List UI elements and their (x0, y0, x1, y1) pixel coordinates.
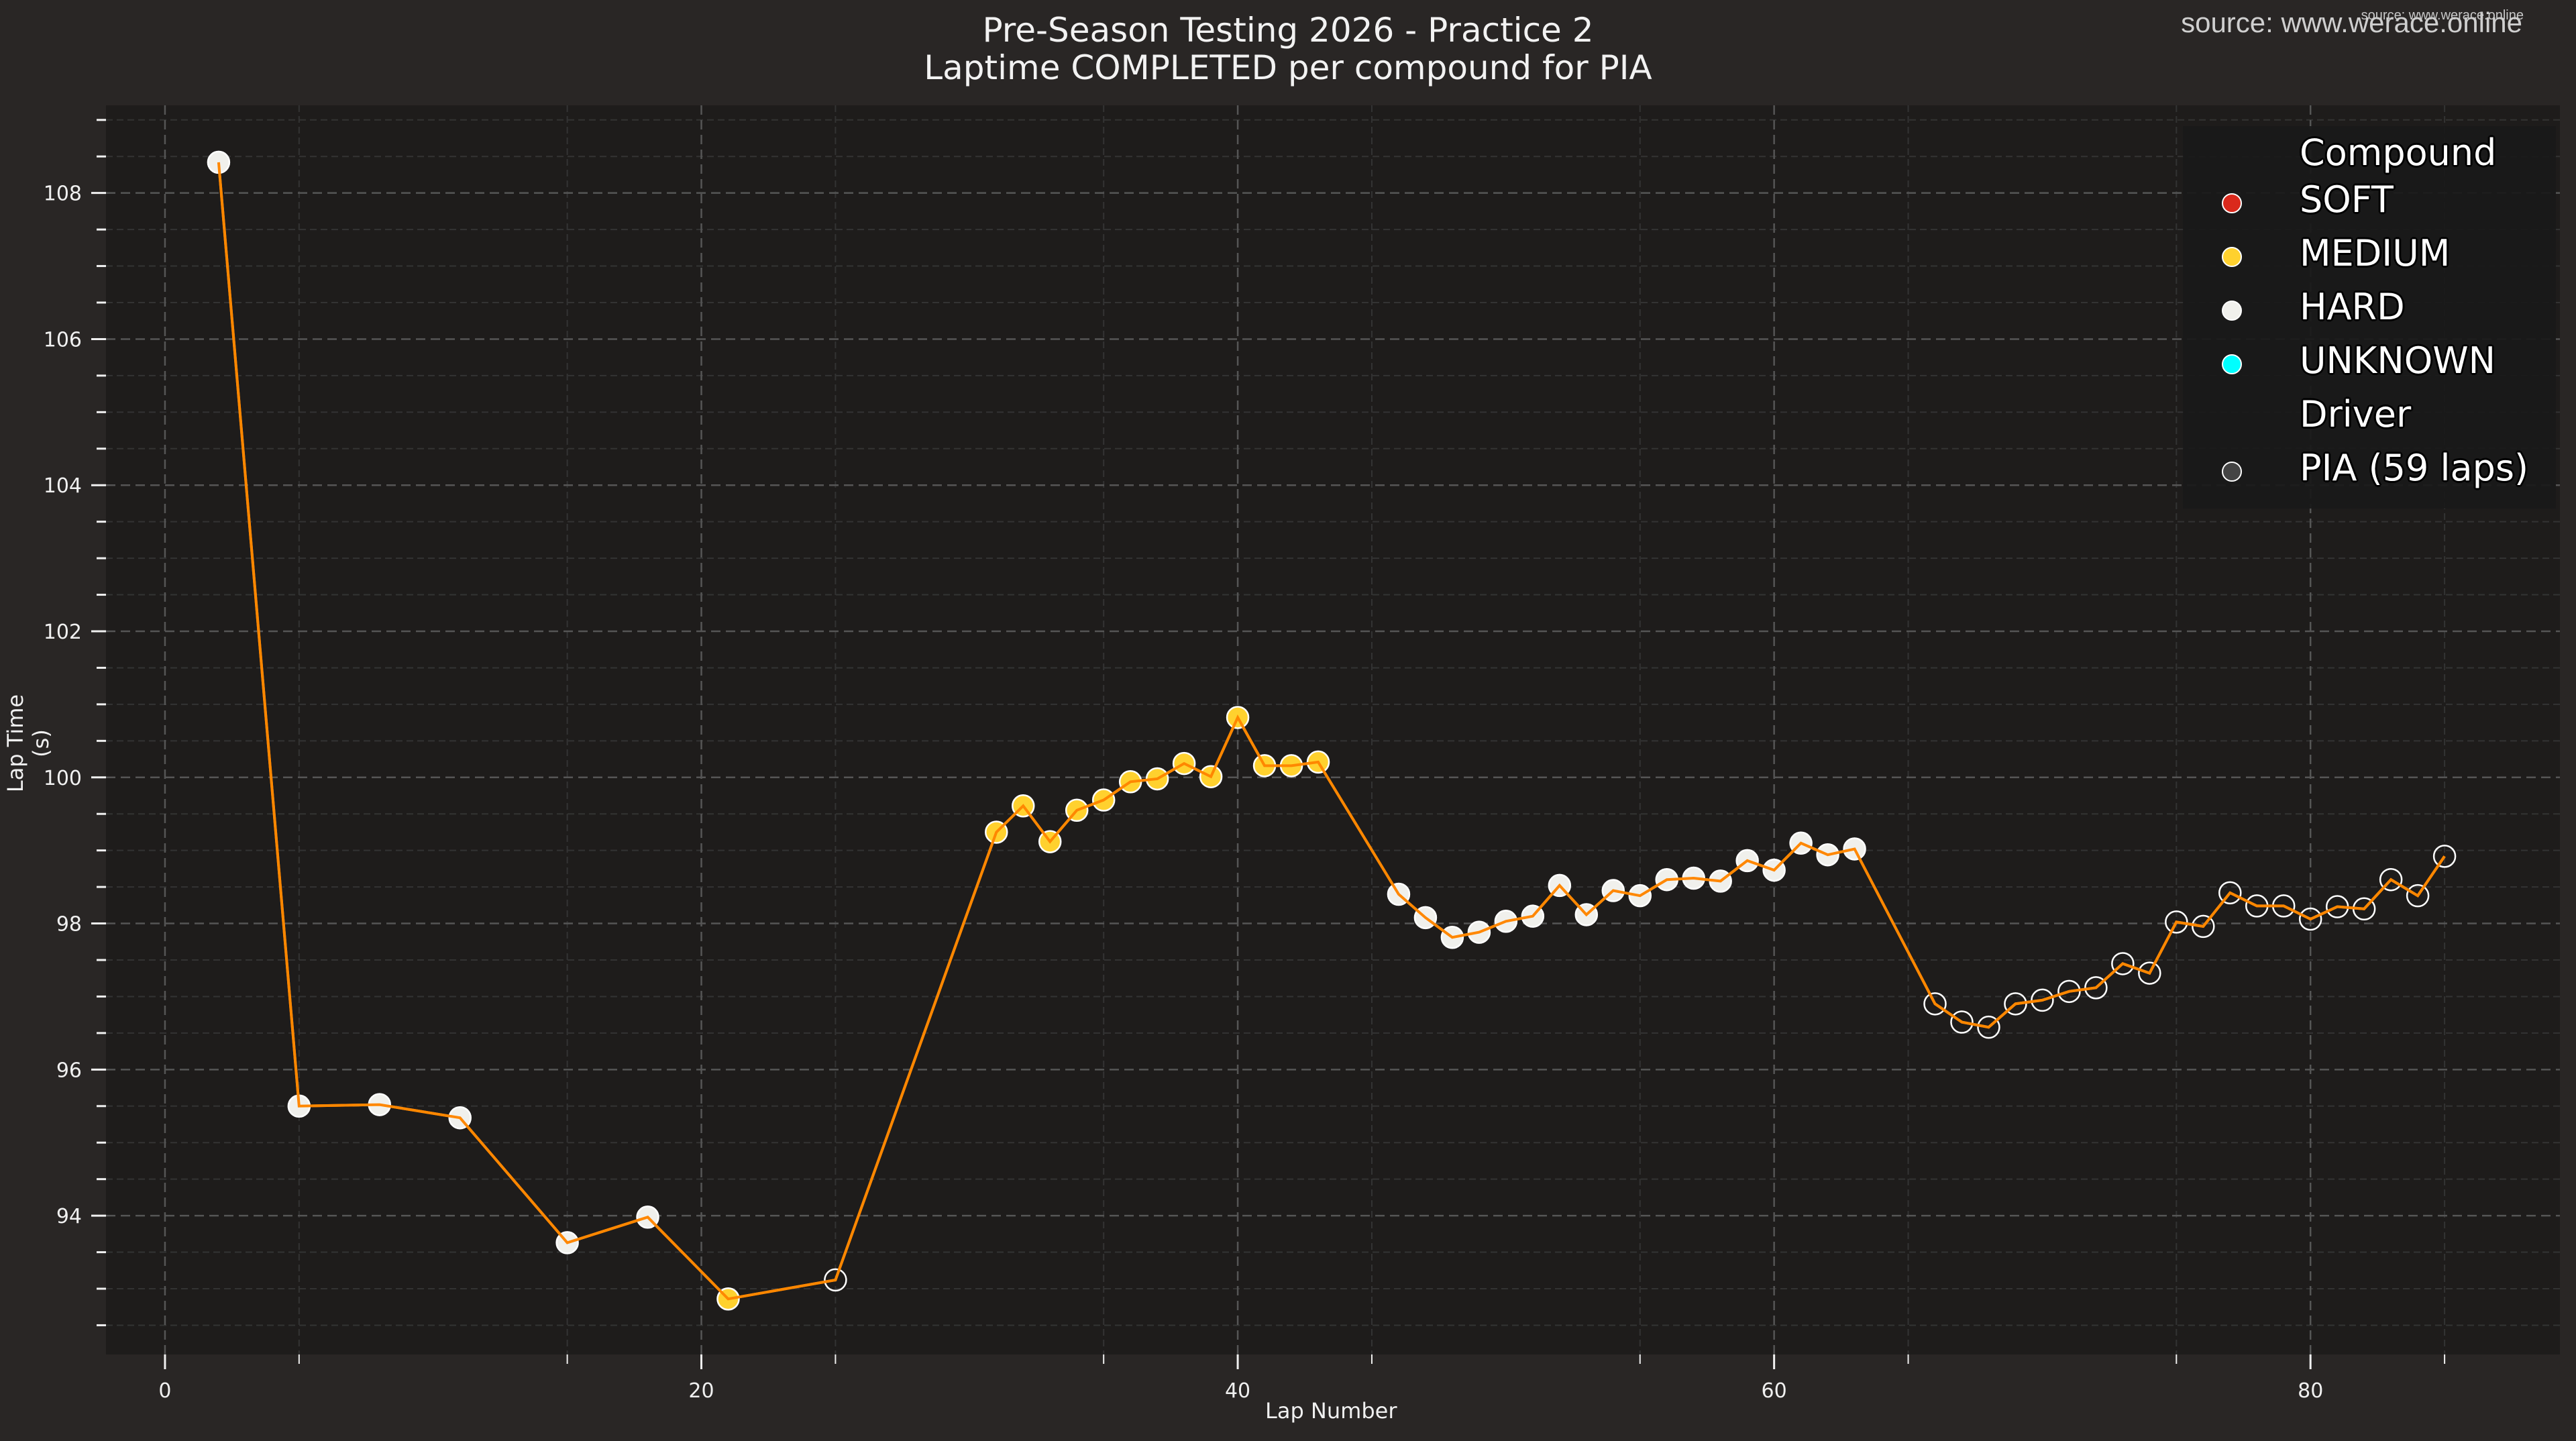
y-axis-label: Lap Time (s) (3, 694, 54, 793)
svg-text:98: 98 (56, 913, 82, 937)
axis-ticks: 94 96 98 100 102 104 106 108 0 20 40 60 80 (44, 119, 2446, 1403)
source-watermark: source: www.werace.online (2181, 7, 2522, 38)
svg-text:96: 96 (56, 1059, 82, 1082)
svg-text:106: 106 (44, 328, 82, 352)
source-watermark-small: source: www.werace.online (2361, 8, 2524, 23)
lap-marker (2432, 845, 2457, 868)
lap-marker (824, 1268, 847, 1292)
chart-title: Pre-Season Testing 2026 - Practice 2 (982, 11, 1594, 50)
legend-item-driver-pia[interactable]: PIA (59 laps) (2183, 447, 2556, 494)
lap-marker (2192, 914, 2215, 939)
lap-marker (2057, 979, 2081, 1004)
lap-marker (2031, 988, 2054, 1012)
lap-marker (2298, 907, 2322, 931)
lap-marker (2138, 961, 2161, 985)
svg-text:100: 100 (44, 767, 82, 790)
legend-item-soft[interactable]: SOFT (2183, 178, 2556, 225)
lap-marker (1950, 1010, 1974, 1034)
lap-time-series (207, 150, 2457, 1311)
svg-text:80: 80 (2298, 1379, 2323, 1403)
lap-marker (2218, 881, 2242, 905)
minor-grid (106, 105, 2560, 1354)
svg-text:94: 94 (56, 1205, 82, 1228)
soft-marker-icon (2222, 193, 2242, 213)
medium-marker-icon (2222, 247, 2242, 267)
lap-marker (2111, 952, 2135, 975)
lap-marker (2406, 884, 2430, 908)
svg-text:108: 108 (44, 182, 82, 206)
chart-subtitle: Laptime COMPLETED per compound for PIA (924, 48, 1652, 87)
unknown-marker-icon (2222, 354, 2242, 374)
svg-text:104: 104 (44, 474, 82, 498)
svg-text:102: 102 (44, 621, 82, 644)
lap-marker (1977, 1015, 2000, 1039)
legend-item-unknown[interactable]: UNKNOWN (2183, 339, 2556, 386)
legend: Compound SOFT MEDIUM HARD UNKNOWN Driver… (2183, 126, 2556, 509)
lap-marker (2379, 867, 2403, 892)
lap-marker (1923, 992, 1947, 1016)
svg-text:20: 20 (688, 1379, 714, 1403)
lap-marker (2004, 992, 2027, 1016)
plot-area (106, 105, 2560, 1354)
legend-item-hard[interactable]: HARD (2183, 286, 2556, 333)
svg-text:0: 0 (158, 1379, 171, 1403)
lap-marker (2084, 976, 2108, 1000)
x-axis-label: Lap Number (1265, 1398, 1397, 1424)
driver-marker-icon (2222, 462, 2242, 482)
svg-text:40: 40 (1225, 1379, 1250, 1403)
lap-marker (2165, 910, 2188, 934)
svg-text:60: 60 (1762, 1379, 1787, 1403)
major-grid (106, 105, 2560, 1354)
legend-item-medium[interactable]: MEDIUM (2183, 232, 2556, 279)
hard-marker-icon (2222, 301, 2242, 321)
